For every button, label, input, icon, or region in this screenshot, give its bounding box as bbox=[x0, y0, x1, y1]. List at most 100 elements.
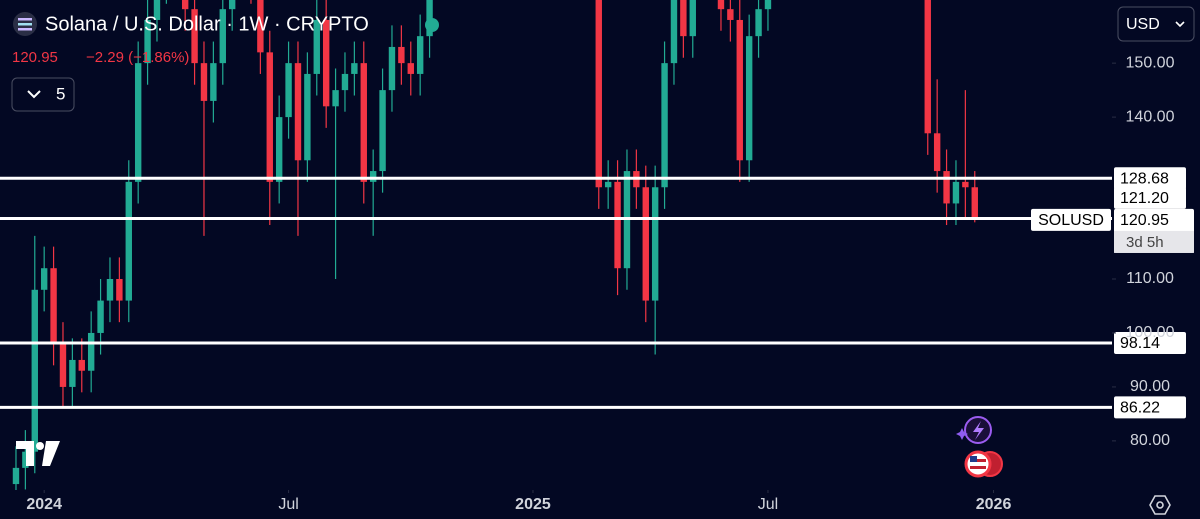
candle-body bbox=[116, 278, 123, 301]
candle-body bbox=[294, 63, 302, 161]
candle-body bbox=[388, 46, 396, 91]
candle-body bbox=[595, 0, 602, 188]
y-tick-label: 80.00 bbox=[1130, 432, 1170, 449]
level-label: 121.20 bbox=[1120, 190, 1169, 207]
candle-body bbox=[153, 0, 161, 20]
candle-body bbox=[745, 36, 753, 161]
candle-body bbox=[604, 181, 612, 188]
countdown-label: 3d 5h bbox=[1126, 234, 1164, 251]
symbol-label: SOLUSD bbox=[1038, 212, 1104, 229]
candle-body bbox=[360, 63, 367, 182]
candle-body bbox=[266, 52, 273, 182]
candle-body bbox=[219, 9, 226, 64]
candle-body bbox=[40, 268, 48, 290]
price-label: 120.95 bbox=[1120, 212, 1169, 229]
y-tick-label: 150.00 bbox=[1126, 54, 1175, 71]
currency-label: USD bbox=[1126, 16, 1160, 33]
candle-body bbox=[727, 9, 734, 20]
market-status bbox=[425, 18, 439, 32]
candle-body bbox=[426, 0, 433, 37]
y-tick-label: 100.00 bbox=[1126, 324, 1175, 341]
candle-body bbox=[407, 63, 414, 74]
candle-body bbox=[191, 9, 198, 64]
candle-body bbox=[924, 0, 931, 134]
indicator-toggle[interactable]: 5 bbox=[11, 77, 75, 112]
level-label: 98.14 bbox=[1120, 335, 1160, 352]
level-label-box bbox=[1114, 167, 1186, 190]
candle-body bbox=[332, 90, 339, 107]
indicator-count: 5 bbox=[56, 84, 65, 103]
candle-body bbox=[59, 343, 67, 387]
candle-body bbox=[952, 181, 960, 204]
x-tick-label: 2024 bbox=[26, 496, 62, 513]
candle-body bbox=[971, 187, 978, 220]
candle-body bbox=[257, 0, 264, 53]
candle-body bbox=[322, 19, 330, 107]
candle-body bbox=[181, 0, 189, 10]
level-label: 86.22 bbox=[1120, 400, 1160, 417]
event-icon[interactable] bbox=[956, 416, 992, 444]
candle-body bbox=[304, 73, 311, 161]
candle-body bbox=[134, 63, 142, 182]
candle-body bbox=[642, 187, 649, 301]
economic-event-icon[interactable] bbox=[964, 450, 1003, 478]
x-tick-label: 2025 bbox=[515, 496, 551, 513]
candle-body bbox=[50, 268, 57, 344]
y-tick-label: 110.00 bbox=[1126, 270, 1174, 287]
candle-body bbox=[933, 133, 941, 172]
chart-title: Solana / U.S. Dollar · 1W · CRYPTO bbox=[45, 13, 369, 35]
candle-body bbox=[125, 181, 132, 301]
candle-body bbox=[689, 0, 696, 37]
candle-body bbox=[379, 90, 386, 172]
x-tick-label: Jul bbox=[278, 496, 298, 513]
candle-body bbox=[78, 359, 85, 371]
candle-body bbox=[351, 63, 358, 74]
level-label-box bbox=[1114, 186, 1186, 209]
candle-body bbox=[275, 117, 283, 182]
candle-body bbox=[313, 19, 320, 74]
candle-body bbox=[369, 171, 377, 182]
candle-body bbox=[736, 19, 743, 161]
candle-body bbox=[228, 0, 236, 10]
x-tick-label: Jul bbox=[758, 496, 778, 513]
candles bbox=[12, 0, 978, 490]
levels bbox=[0, 176, 1112, 409]
candle-body bbox=[651, 187, 659, 301]
level-label-box bbox=[1114, 332, 1186, 354]
candle-body bbox=[87, 332, 95, 371]
candle-body bbox=[670, 0, 678, 64]
candle-body bbox=[764, 0, 772, 10]
candle-body bbox=[106, 278, 114, 301]
candle-body bbox=[341, 73, 349, 91]
candle-body bbox=[755, 9, 762, 37]
symbol-box bbox=[1031, 208, 1111, 231]
candle-body bbox=[943, 171, 950, 204]
candle-body bbox=[416, 36, 424, 74]
candle-body bbox=[398, 46, 405, 64]
countdown-box bbox=[1114, 230, 1194, 253]
price-change: −2.29 (−1.86%) bbox=[86, 49, 189, 66]
candle-body bbox=[680, 0, 687, 37]
candle-body bbox=[285, 63, 292, 118]
candle-body bbox=[962, 181, 969, 188]
candle-body bbox=[22, 451, 29, 468]
candle-body bbox=[97, 300, 104, 333]
candle-body bbox=[614, 181, 621, 269]
settings-icon[interactable] bbox=[1149, 495, 1171, 515]
candle-body bbox=[12, 467, 20, 485]
x-tick-label: 2026 bbox=[976, 496, 1012, 513]
candle-body bbox=[717, 0, 725, 10]
candle-body bbox=[69, 359, 76, 387]
overlay: Solana / U.S. Dollar · 1W · CRYPTO 120.9… bbox=[11, 6, 1195, 515]
candle-body bbox=[31, 289, 38, 452]
last-price: 120.95 bbox=[12, 49, 58, 66]
currency-select[interactable]: USD bbox=[1117, 6, 1195, 42]
level-label: 128.68 bbox=[1120, 170, 1169, 187]
candle-body bbox=[661, 63, 668, 188]
candle-body bbox=[144, 19, 151, 64]
y-tick-label: 90.00 bbox=[1130, 378, 1170, 395]
y-tick-label: 140.00 bbox=[1126, 108, 1175, 125]
candle-body bbox=[210, 63, 217, 101]
level-label-box bbox=[1114, 396, 1186, 419]
